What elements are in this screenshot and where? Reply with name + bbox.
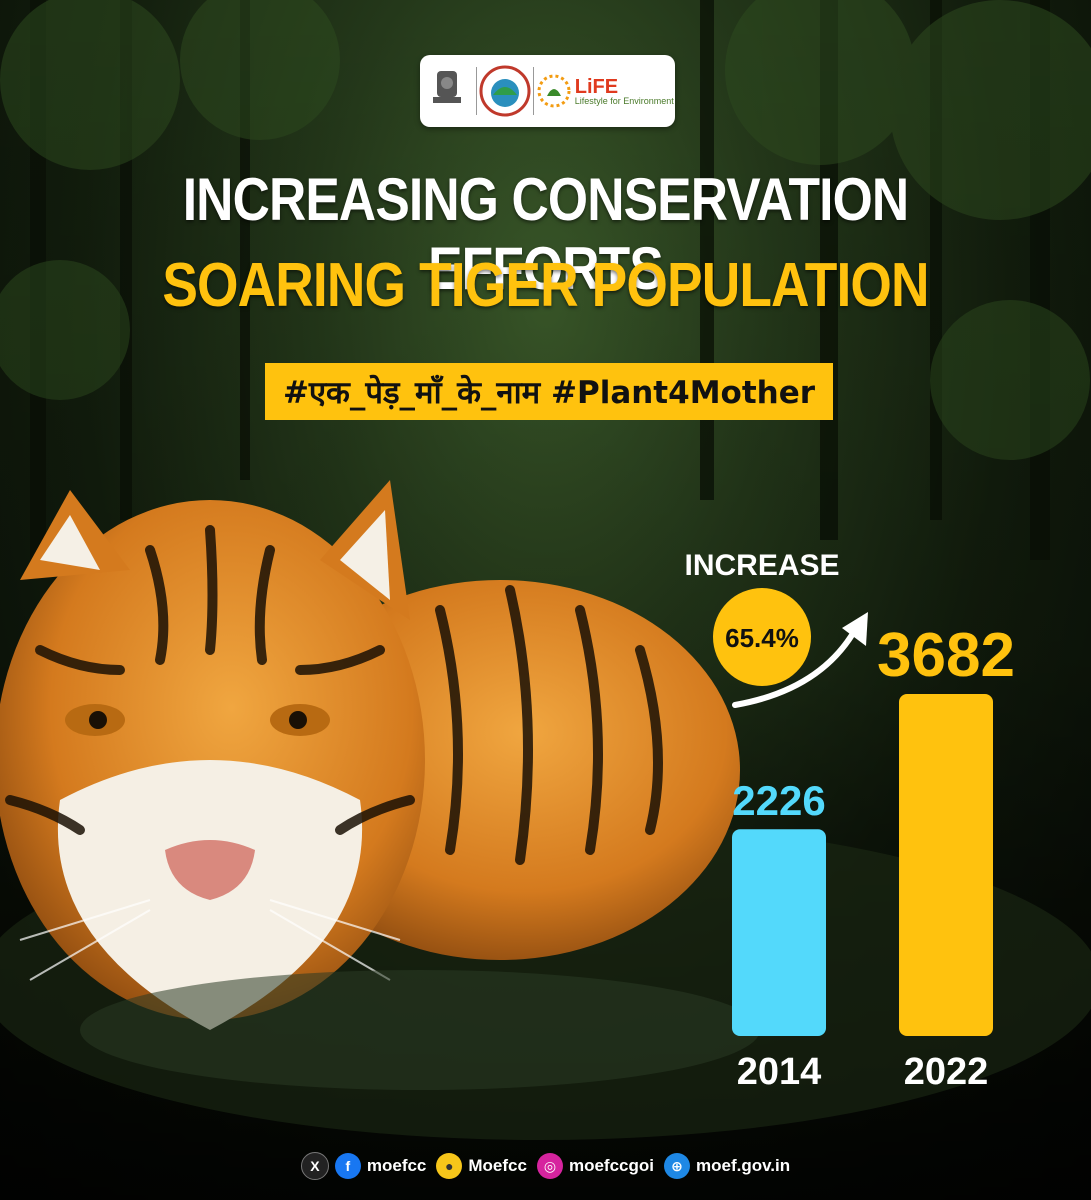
category-label-2022: 2022 <box>904 1051 989 1093</box>
tiger-illustration <box>0 480 760 1090</box>
social-footer: X f moefcc ● Moefcc ◎ moefccgoi ⊕ moef.g… <box>0 1148 1091 1184</box>
footer-x[interactable]: X f moefcc <box>300 1152 427 1180</box>
ministry-seal-icon <box>479 65 531 117</box>
footer-website-label: moef.gov.in <box>696 1156 791 1175</box>
increase-badge <box>713 588 811 686</box>
logo-separator <box>475 67 477 115</box>
life-title: LiFE <box>574 75 619 98</box>
footer-koo-label: Moefcc <box>468 1156 527 1175</box>
national-emblem-icon <box>433 71 462 103</box>
category-label-2014: 2014 <box>737 1051 822 1093</box>
koo-icon: ● <box>436 1153 463 1179</box>
bar-2022 <box>899 694 993 1036</box>
title-line-1: INCREASING CONSERVATION EFFORTS <box>182 166 909 302</box>
facebook-icon: f <box>334 1153 361 1179</box>
bar-2014 <box>732 829 826 1036</box>
logo-bar: LiFE Lifestyle for Environment <box>420 55 675 127</box>
life-sun-icon <box>537 74 571 108</box>
value-label-2022: 3682 <box>877 621 1015 690</box>
title-line-2: SOARING TIGER POPULATION <box>162 251 929 320</box>
footer-instagram-label: moefccgoi <box>568 1156 654 1175</box>
increase-arrow-head <box>842 612 868 646</box>
instagram-icon: ◎ <box>536 1153 563 1179</box>
hashtag-banner: #एक_पेड़_माँ_के_नाम #Plant4Mother <box>265 363 833 420</box>
life-logo: LiFE Lifestyle for Environment <box>537 74 674 108</box>
increase-arrow <box>732 627 858 708</box>
increase-label: INCREASE <box>684 549 839 582</box>
x-icon: X <box>300 1152 329 1180</box>
value-label-2014: 2226 <box>732 777 825 824</box>
footer-facebook-label: moefcc <box>366 1156 427 1175</box>
globe-icon: ⊕ <box>664 1153 690 1179</box>
footer-koo[interactable]: ● Moefcc <box>436 1153 527 1179</box>
logo-separator <box>533 67 535 115</box>
life-subtitle: Lifestyle for Environment <box>574 95 674 106</box>
footer-website[interactable]: ⊕ moef.gov.in <box>664 1153 790 1179</box>
footer-instagram[interactable]: ◎ moefccgoi <box>536 1153 654 1179</box>
increase-percent: 65.4% <box>725 623 799 653</box>
